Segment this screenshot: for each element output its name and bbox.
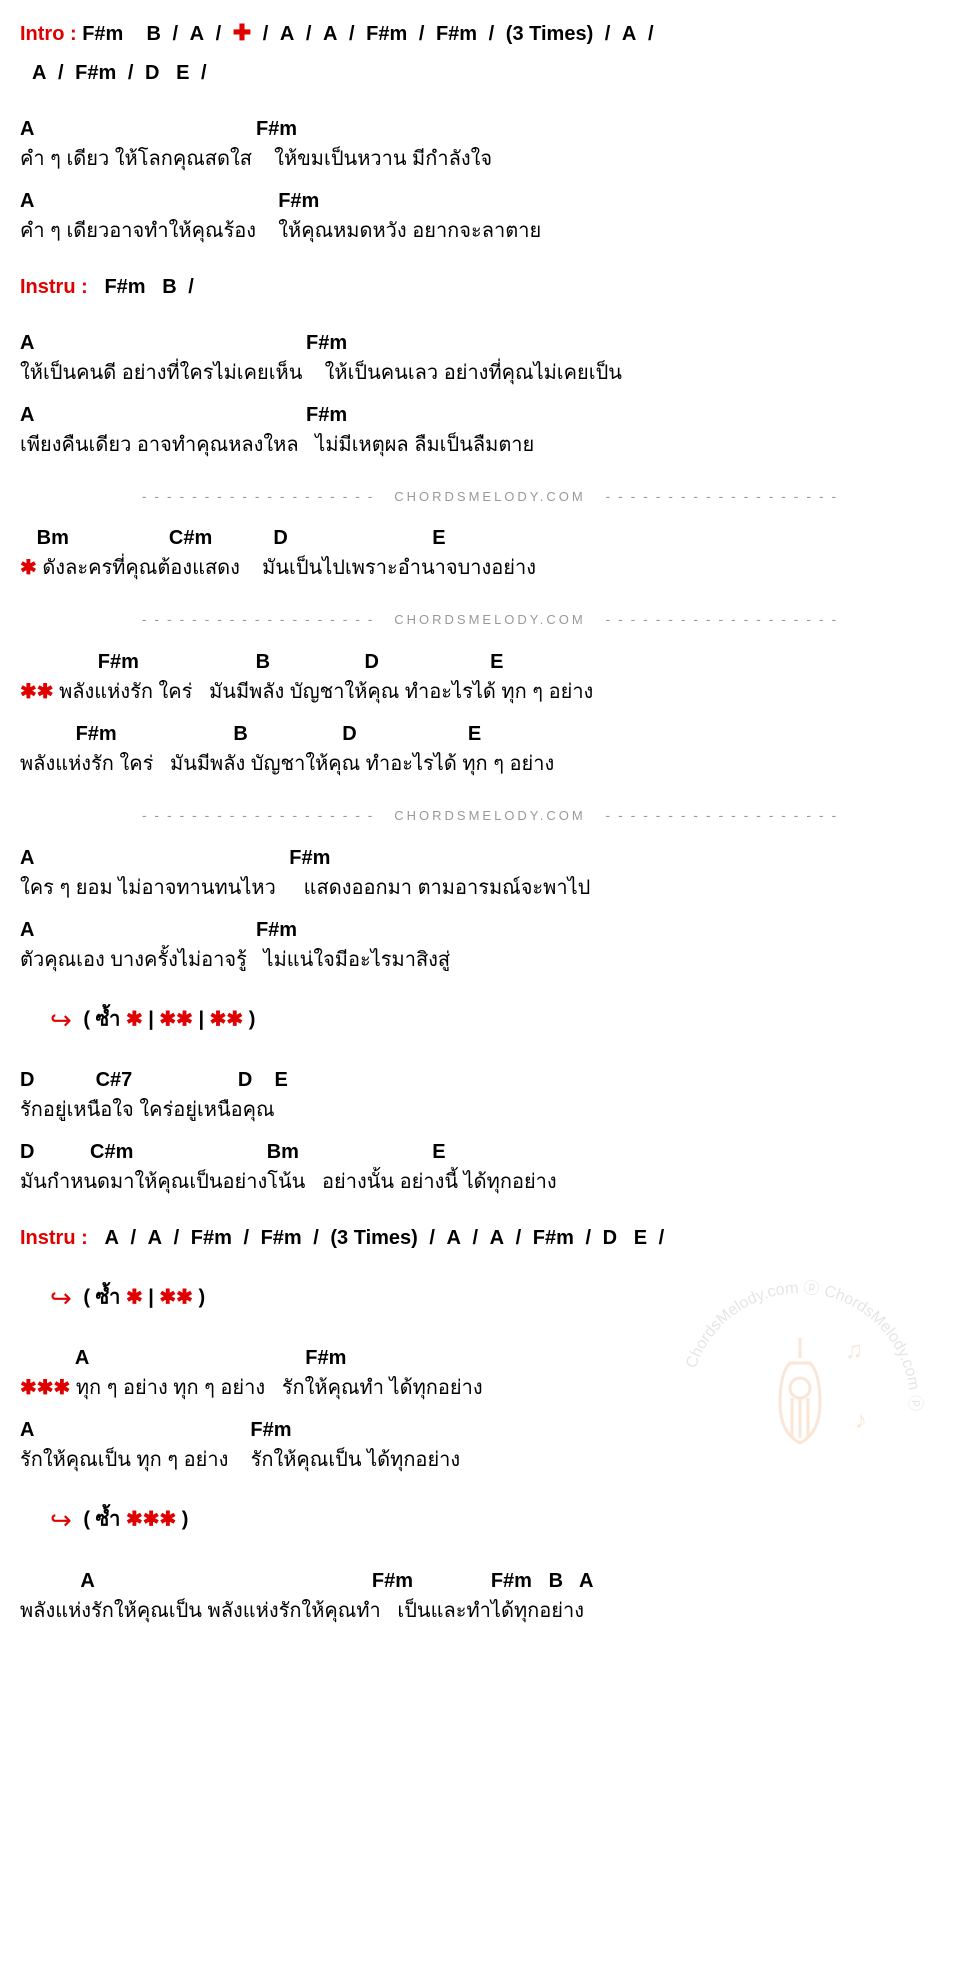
chord-row: A F#m: [20, 329, 960, 357]
lyric-row: ✱✱✱ ทุก ๆ อย่าง ทุก ๆ อย่าง รักให้คุณทำ …: [20, 1374, 960, 1402]
double-star-icon: ✱✱: [210, 1008, 244, 1030]
verse-1: A F#m คำ ๆ เดียว ให้โลกคุณสดใส ให้ขมเป็น…: [20, 115, 960, 245]
instru-label: Instru :: [20, 1227, 88, 1249]
chord-row: A F#m: [20, 844, 960, 872]
lyric-row: คำ ๆ เดียว ให้โลกคุณสดใส ให้ขมเป็นหวาน ม…: [20, 145, 960, 173]
lyric-row: รักอยู่เหนือใจ ใคร่อยู่เหนือคุณ: [20, 1096, 960, 1124]
times-note: (3 Times): [330, 1227, 417, 1249]
intro-line-2: A / F#m / D E /: [20, 59, 960, 87]
chord-row: D C#m Bm E: [20, 1138, 960, 1166]
lyric-row: ใคร ๆ ยอม ไม่อาจทานทนไหว แสดงออกมา ตามอา…: [20, 874, 960, 902]
arrow-icon: ↪: [50, 1505, 72, 1535]
outro: A F#m F#m B A พลังแห่งรักให้คุณเป็น พลัง…: [20, 1567, 960, 1625]
chord-row: A F#m: [20, 1344, 960, 1372]
chord-row: A F#m: [20, 401, 960, 429]
times-note: (3 Times): [506, 23, 593, 45]
lyric-row: พลังแห่งรักให้คุณเป็น พลังแห่งรักให้คุณท…: [20, 1597, 960, 1625]
intro-label: Intro :: [20, 23, 77, 45]
instru-1: Instru : F#m B /: [20, 273, 960, 301]
intro-chords-1: F#m B / A /: [82, 23, 233, 45]
chord-row: A F#m: [20, 115, 960, 143]
star-section: Bm C#m D E ✱ ดังละครที่คุณต้องแสดง มันเป…: [20, 524, 960, 582]
lyric-row: ✱ ดังละครที่คุณต้องแสดง มันเป็นไปเพราะอำ…: [20, 554, 960, 582]
intro-chords-1b: / A / A / F#m / F#m /: [257, 23, 506, 45]
chord-row: A F#m F#m B A: [20, 1567, 960, 1595]
plus-icon: ✚: [233, 20, 251, 45]
repeat-1: ↪ ( ซ้ำ ✱ | ✱✱ | ✱✱ ): [20, 1002, 960, 1038]
lyric-row: รักให้คุณเป็น ทุก ๆ อย่าง รักให้คุณเป็น …: [20, 1446, 960, 1474]
triple-star-section: A F#m ✱✱✱ ทุก ๆ อย่าง ทุก ๆ อย่าง รักให้…: [20, 1344, 960, 1474]
intro-line-1: Intro : F#m B / A / ✚ / A / A / F#m / F#…: [20, 18, 960, 49]
lyric-row: คำ ๆ เดียวอาจทำให้คุณร้อง ให้คุณหมดหวัง …: [20, 217, 960, 245]
double-star-icon: ✱✱: [159, 1008, 193, 1030]
chord-row: A F#m: [20, 1416, 960, 1444]
bridge: D C#7 D E รักอยู่เหนือใจ ใคร่อยู่เหนือคุ…: [20, 1066, 960, 1196]
arrow-icon: ↪: [50, 1005, 72, 1035]
chord-row: F#m B D E: [20, 648, 960, 676]
divider: - - - - - - - - - - - - - - - - - - - CH…: [20, 806, 960, 826]
arrow-icon: ↪: [50, 1283, 72, 1313]
intro-chords-1c: / A /: [599, 23, 660, 45]
double-star-icon: ✱✱: [159, 1286, 193, 1308]
divider-text: CHORDSMELODY.COM: [394, 808, 586, 823]
repeat-2: ↪ ( ซ้ำ ✱ | ✱✱ ): [20, 1280, 960, 1316]
chord-row: A F#m: [20, 916, 960, 944]
divider-text: CHORDSMELODY.COM: [394, 612, 586, 627]
instru-2: Instru : A / A / F#m / F#m / (3 Times) /…: [20, 1224, 960, 1252]
star-icon: ✱: [126, 1008, 143, 1030]
divider-text: CHORDSMELODY.COM: [394, 489, 586, 504]
divider: - - - - - - - - - - - - - - - - - - - CH…: [20, 487, 960, 507]
repeat-3: ↪ ( ซ้ำ ✱✱✱ ): [20, 1502, 960, 1538]
lyric-row: มันกำหนดมาให้คุณเป็นอย่างโน้น อย่างนั้น …: [20, 1168, 960, 1196]
triple-star-icon: ✱✱✱: [126, 1509, 176, 1531]
lyric-row: ตัวคุณเอง บางครั้งไม่อาจรู้ ไม่แน่ใจมีอะ…: [20, 946, 960, 974]
double-star-section: F#m B D E ✱✱ พลังแห่งรัก ใคร่ มันมีพลัง …: [20, 648, 960, 778]
double-star-icon: ✱✱: [20, 681, 54, 703]
divider: - - - - - - - - - - - - - - - - - - - CH…: [20, 610, 960, 630]
star-icon: ✱: [20, 557, 37, 579]
verse-2: A F#m ให้เป็นคนดี อย่างที่ใครไม่เคยเห็น …: [20, 329, 960, 459]
lyric-row: พลังแห่งรัก ใคร่ มันมีพลัง บัญชาให้คุณ ท…: [20, 750, 960, 778]
triple-star-icon: ✱✱✱: [20, 1377, 70, 1399]
verse-3: A F#m ใคร ๆ ยอม ไม่อาจทานทนไหว แสดงออกมา…: [20, 844, 960, 974]
chord-row: F#m B D E: [20, 720, 960, 748]
lyric-row: ให้เป็นคนดี อย่างที่ใครไม่เคยเห็น ให้เป็…: [20, 359, 960, 387]
chord-row: D C#7 D E: [20, 1066, 960, 1094]
star-icon: ✱: [126, 1286, 143, 1308]
chord-row: A F#m: [20, 187, 960, 215]
instru-label: Instru :: [20, 276, 88, 298]
chord-row: Bm C#m D E: [20, 524, 960, 552]
lyric-row: เพียงคืนเดียว อาจทำคุณหลงใหล ไม่มีเหตุผล…: [20, 431, 960, 459]
lyric-row: ✱✱ พลังแห่งรัก ใคร่ มันมีพลัง บัญชาให้คุ…: [20, 678, 960, 706]
